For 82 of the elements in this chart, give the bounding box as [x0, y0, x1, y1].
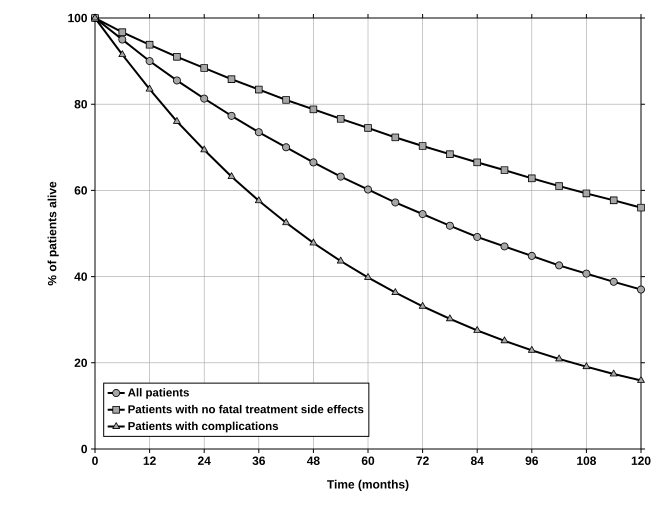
point — [255, 86, 263, 94]
x-tick-label: 60 — [362, 456, 374, 465]
y-tick-label: 20 — [74, 358, 87, 368]
point — [473, 158, 481, 166]
x-tick-label: 84 — [470, 456, 484, 465]
point — [500, 336, 508, 344]
point — [418, 142, 426, 150]
point — [473, 232, 482, 241]
point — [418, 210, 427, 218]
point — [282, 143, 290, 152]
point — [118, 50, 126, 58]
point — [200, 64, 208, 72]
point — [200, 94, 208, 103]
point — [336, 256, 345, 264]
x-tick-label: 36 — [252, 456, 266, 465]
y-tick-label: 60 — [74, 186, 87, 195]
point — [555, 182, 563, 190]
point — [637, 376, 645, 383]
point — [146, 57, 154, 66]
x-tick-label: 96 — [526, 456, 538, 465]
point — [254, 196, 263, 204]
point — [582, 270, 590, 278]
point — [418, 302, 426, 309]
point — [173, 53, 181, 61]
point — [473, 326, 482, 333]
point — [364, 273, 372, 280]
legend-label: Patients with no fatal treatment side effects — [128, 404, 364, 414]
point — [228, 172, 236, 179]
point — [610, 196, 618, 204]
point — [555, 261, 564, 270]
point — [528, 346, 536, 353]
point — [309, 158, 318, 166]
y-tick-label: 0 — [81, 444, 87, 454]
point — [364, 124, 372, 132]
legend-label: All patients — [128, 388, 189, 399]
x-axis-title: Time (months) — [327, 480, 408, 491]
point — [446, 314, 454, 322]
x-tick-label: 0 — [92, 456, 98, 465]
point — [610, 370, 618, 376]
point — [637, 286, 645, 294]
y-tick-label: 40 — [74, 272, 87, 281]
point — [637, 204, 645, 212]
point — [282, 96, 290, 104]
point — [582, 190, 590, 198]
point — [391, 198, 400, 206]
point — [610, 278, 618, 286]
point — [364, 186, 372, 194]
point — [146, 84, 154, 92]
point — [500, 166, 508, 174]
point — [172, 76, 181, 84]
x-tick-label: 120 — [632, 456, 650, 465]
point — [254, 128, 263, 136]
point — [118, 28, 126, 36]
point — [336, 172, 345, 181]
point — [310, 238, 318, 246]
point — [310, 106, 318, 114]
point — [446, 150, 454, 158]
point — [392, 134, 400, 142]
point — [582, 362, 590, 370]
point — [282, 218, 290, 226]
x-tick-label: 108 — [577, 456, 596, 465]
x-tick-label: 12 — [144, 456, 156, 465]
point — [118, 36, 126, 44]
point — [336, 115, 344, 123]
y-tick-label: 100 — [68, 14, 87, 22]
point — [200, 146, 208, 152]
point — [228, 112, 236, 120]
point — [500, 242, 508, 250]
point — [555, 354, 563, 362]
point — [528, 252, 536, 260]
point — [146, 40, 154, 49]
legend-label: Patients with complications — [128, 422, 278, 432]
point — [528, 174, 536, 182]
x-tick-label: 24 — [198, 456, 211, 465]
y-axis-title: % of patients alive — [48, 182, 59, 286]
point — [391, 288, 400, 295]
x-tick-label: 48 — [306, 456, 320, 465]
point — [173, 117, 181, 124]
x-tick-label: 72 — [416, 456, 429, 465]
point — [446, 222, 454, 230]
y-tick-label: 80 — [74, 100, 87, 108]
point — [228, 75, 236, 83]
